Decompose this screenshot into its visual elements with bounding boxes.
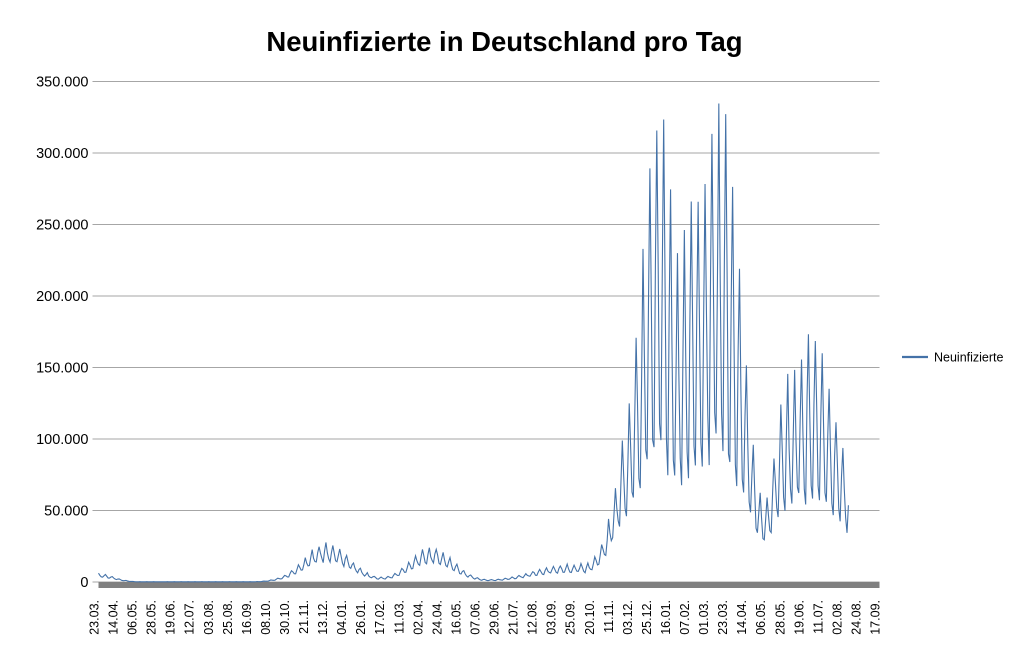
svg-text:28.05.: 28.05. (145, 600, 159, 635)
svg-text:25.08.: 25.08. (221, 600, 235, 635)
svg-text:13.12.: 13.12. (316, 600, 330, 635)
svg-text:14.04.: 14.04. (107, 600, 121, 635)
svg-text:20.10.: 20.10. (583, 600, 597, 635)
svg-text:01.03.: 01.03. (697, 600, 711, 635)
svg-text:24.04.: 24.04. (430, 600, 444, 635)
svg-text:28.05.: 28.05. (773, 600, 787, 635)
svg-text:17.02.: 17.02. (373, 600, 387, 635)
svg-text:350.000: 350.000 (36, 75, 88, 91)
svg-text:07.02.: 07.02. (678, 600, 692, 635)
svg-text:03.08.: 03.08. (202, 600, 216, 635)
svg-text:30.10.: 30.10. (278, 600, 292, 635)
svg-text:16.01.: 16.01. (659, 600, 673, 635)
svg-text:11.07.: 11.07. (811, 600, 825, 634)
svg-text:07.06.: 07.06. (469, 600, 483, 635)
svg-text:14.04.: 14.04. (735, 600, 749, 635)
svg-text:16.09.: 16.09. (240, 600, 254, 635)
svg-text:23.03.: 23.03. (88, 600, 102, 635)
svg-text:11.03.: 11.03. (392, 600, 406, 634)
svg-text:25.12.: 25.12. (640, 600, 654, 635)
svg-text:19.06.: 19.06. (164, 600, 178, 635)
svg-text:19.06.: 19.06. (792, 600, 806, 635)
svg-text:21.07.: 21.07. (507, 600, 521, 635)
svg-text:06.05.: 06.05. (754, 600, 768, 635)
svg-text:23.03.: 23.03. (716, 600, 730, 635)
svg-text:02.04.: 02.04. (411, 600, 425, 635)
svg-text:11.11.: 11.11. (602, 600, 616, 633)
svg-text:Neuinfizierte: Neuinfizierte (934, 351, 1004, 365)
svg-text:150.000: 150.000 (36, 361, 88, 377)
svg-text:16.05.: 16.05. (449, 600, 463, 635)
svg-text:02.08.: 02.08. (830, 600, 844, 635)
svg-text:12.08.: 12.08. (526, 600, 540, 635)
svg-text:12.07.: 12.07. (183, 600, 197, 635)
svg-text:200.000: 200.000 (36, 289, 88, 305)
svg-text:29.06.: 29.06. (488, 600, 502, 635)
svg-text:100.000: 100.000 (36, 432, 88, 448)
svg-text:300.000: 300.000 (36, 146, 88, 162)
svg-text:24.08.: 24.08. (850, 600, 864, 635)
svg-text:250.000: 250.000 (36, 218, 88, 234)
svg-text:06.05.: 06.05. (126, 600, 140, 635)
svg-text:04.01.: 04.01. (335, 600, 349, 635)
svg-text:03.09.: 03.09. (545, 600, 559, 635)
svg-text:0: 0 (80, 575, 88, 591)
svg-text:50.000: 50.000 (44, 504, 88, 520)
svg-text:03.12.: 03.12. (621, 600, 635, 635)
svg-text:25.09.: 25.09. (564, 600, 578, 635)
svg-text:17.09.: 17.09. (869, 600, 883, 635)
svg-text:21.11.: 21.11. (297, 600, 311, 634)
svg-text:08.10.: 08.10. (259, 600, 273, 635)
svg-text:26.01.: 26.01. (354, 600, 368, 635)
